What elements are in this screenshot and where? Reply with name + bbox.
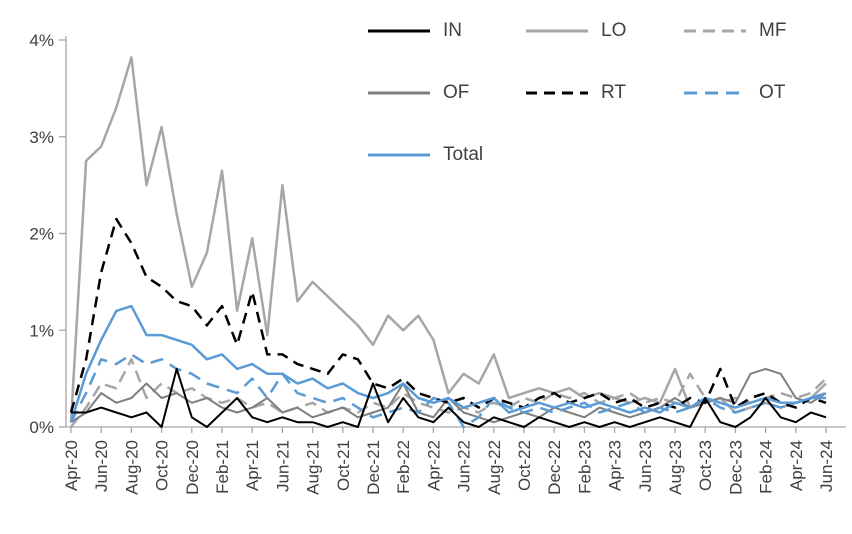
legend-line-in-icon xyxy=(368,29,430,33)
legend-item-in: IN xyxy=(368,12,526,50)
svg-text:Apr-20: Apr-20 xyxy=(62,440,81,491)
svg-text:Jun-23: Jun-23 xyxy=(636,440,655,492)
svg-text:Dec-23: Dec-23 xyxy=(726,440,745,495)
svg-text:2%: 2% xyxy=(29,225,54,244)
legend-line-total-icon xyxy=(368,153,430,157)
svg-text:Jun-24: Jun-24 xyxy=(817,440,836,492)
svg-text:0%: 0% xyxy=(29,418,54,437)
legend-label-of: OF xyxy=(443,82,470,103)
svg-text:Feb-24: Feb-24 xyxy=(757,440,776,494)
svg-text:Dec-22: Dec-22 xyxy=(545,440,564,495)
svg-text:Oct-22: Oct-22 xyxy=(515,440,534,491)
legend-line-rt-icon xyxy=(526,91,588,95)
legend-label-rt: RT xyxy=(601,82,626,103)
legend-item-total: Total xyxy=(368,136,526,174)
svg-text:Aug-21: Aug-21 xyxy=(304,440,323,495)
legend-label-lo: LO xyxy=(601,20,627,41)
svg-text:Aug-20: Aug-20 xyxy=(122,440,141,495)
svg-text:Apr-21: Apr-21 xyxy=(243,440,262,491)
svg-text:Aug-22: Aug-22 xyxy=(485,440,504,495)
legend-item-mf: MF xyxy=(684,12,842,50)
legend-item-of: OF xyxy=(368,74,526,112)
legend-line-of-icon xyxy=(368,91,430,95)
svg-text:Apr-24: Apr-24 xyxy=(787,440,806,491)
legend-line-ot-icon xyxy=(684,91,746,95)
svg-text:1%: 1% xyxy=(29,321,54,340)
legend-label-mf: MF xyxy=(759,20,787,41)
svg-text:Oct-21: Oct-21 xyxy=(334,440,353,491)
legend-item-rt: RT xyxy=(526,74,684,112)
svg-text:Jun-22: Jun-22 xyxy=(455,440,474,492)
svg-text:Feb-23: Feb-23 xyxy=(575,440,594,494)
svg-text:Aug-23: Aug-23 xyxy=(666,440,685,495)
legend-item-lo: LO xyxy=(526,12,684,50)
svg-text:4%: 4% xyxy=(29,31,54,50)
svg-text:Apr-23: Apr-23 xyxy=(606,440,625,491)
svg-text:Dec-21: Dec-21 xyxy=(364,440,383,495)
legend-line-mf-icon xyxy=(684,29,746,33)
svg-text:Oct-20: Oct-20 xyxy=(153,440,172,491)
svg-text:Feb-22: Feb-22 xyxy=(394,440,413,494)
svg-text:Feb-21: Feb-21 xyxy=(213,440,232,494)
svg-text:Jun-21: Jun-21 xyxy=(273,440,292,492)
legend-label-in: IN xyxy=(443,20,462,41)
legend-label-total: Total xyxy=(443,144,484,165)
svg-text:Oct-23: Oct-23 xyxy=(696,440,715,491)
svg-text:Jun-20: Jun-20 xyxy=(92,440,111,492)
legend-line-lo-icon xyxy=(526,29,588,33)
chart-legend: IN LO MF OF RT OT Total xyxy=(368,12,848,198)
legend-label-ot: OT xyxy=(759,82,786,103)
svg-text:Dec-20: Dec-20 xyxy=(183,440,202,495)
legend-item-ot: OT xyxy=(684,74,842,112)
svg-text:Apr-22: Apr-22 xyxy=(424,440,443,491)
svg-text:3%: 3% xyxy=(29,128,54,147)
